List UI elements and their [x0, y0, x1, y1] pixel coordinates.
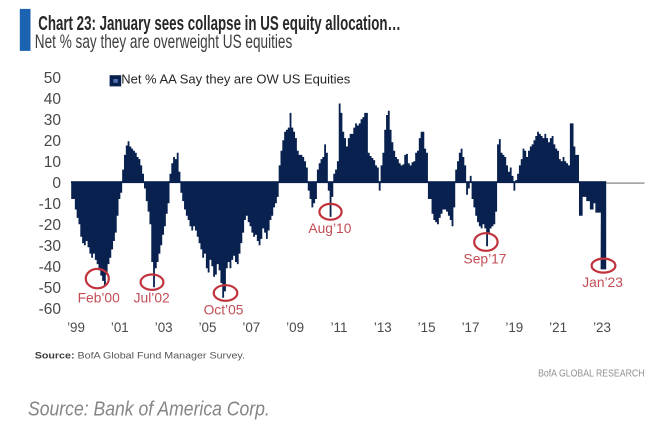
svg-text:’15: ’15: [418, 320, 436, 335]
svg-text:Sep’17: Sep’17: [464, 251, 507, 266]
svg-text:Jan’23: Jan’23: [582, 275, 623, 290]
svg-text:Aug’10: Aug’10: [308, 221, 351, 236]
svg-text:’21: ’21: [549, 320, 567, 335]
svg-text:’19: ’19: [505, 320, 523, 335]
svg-text:’99: ’99: [67, 320, 85, 335]
svg-text:BofA GLOBAL RESEARCH: BofA GLOBAL RESEARCH: [538, 367, 644, 379]
svg-text:’07: ’07: [242, 320, 260, 335]
svg-text:Source: Bank of America Corp.: Source: Bank of America Corp.: [28, 397, 270, 419]
svg-text:40: 40: [44, 91, 62, 108]
svg-text:Oct’05: Oct’05: [204, 302, 244, 317]
svg-text:-30: -30: [39, 238, 62, 255]
svg-text:’09: ’09: [286, 320, 304, 335]
svg-text:’05: ’05: [199, 320, 217, 335]
svg-text:-40: -40: [39, 259, 62, 276]
svg-text:’17: ’17: [462, 320, 480, 335]
svg-text:50: 50: [44, 70, 62, 87]
svg-text:0: 0: [52, 175, 61, 192]
svg-text:-10: -10: [39, 196, 62, 213]
svg-text:Chart 23: January sees collaps: Chart 23: January sees collapse in US eq…: [38, 12, 401, 34]
svg-text:-60: -60: [39, 301, 62, 318]
svg-text:30: 30: [44, 112, 62, 129]
svg-text:’01: ’01: [111, 320, 129, 335]
svg-text:Source: BofA Global Fund Manag: Source: BofA Global Fund Manager Survey.: [35, 351, 245, 361]
svg-text:20: 20: [44, 133, 62, 150]
svg-text:’11: ’11: [331, 320, 348, 335]
svg-text:’13: ’13: [374, 320, 392, 335]
svg-text:’03: ’03: [155, 320, 173, 335]
svg-text:-20: -20: [39, 217, 62, 234]
svg-text:10: 10: [44, 154, 62, 171]
svg-text:Jul’02: Jul’02: [134, 291, 170, 306]
svg-text:Net % AA Say they are OW US Eq: Net % AA Say they are OW US Equities: [121, 71, 351, 86]
svg-text:-50: -50: [39, 280, 62, 297]
svg-text:’23: ’23: [593, 320, 611, 335]
svg-text:Net % say they are overweight: Net % say they are overweight US equitie…: [35, 31, 292, 53]
svg-text:Feb’00: Feb’00: [78, 291, 121, 306]
